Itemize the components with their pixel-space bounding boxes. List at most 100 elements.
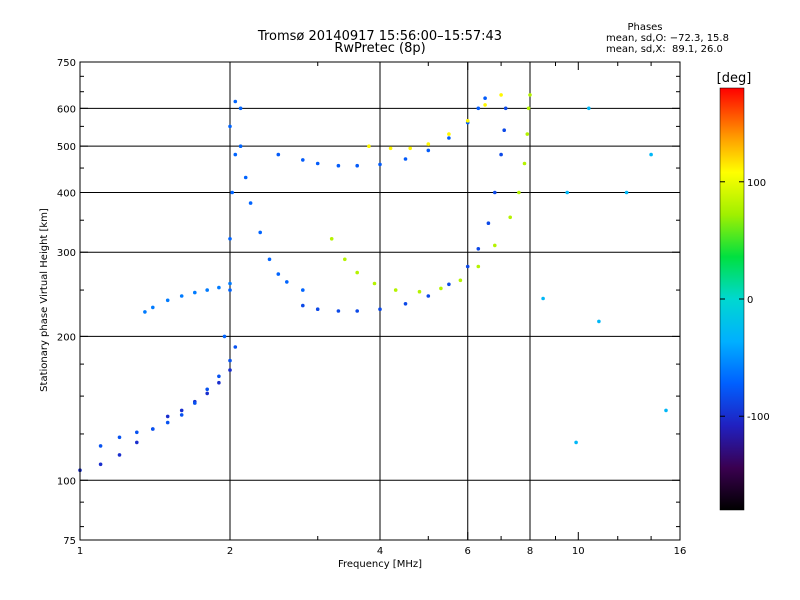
data-point [367,144,371,148]
data-point [301,158,305,162]
data-point [403,157,408,161]
data-point [541,296,545,301]
data-point [233,345,238,349]
data-point [222,334,227,339]
data-point [228,237,232,241]
data-point [403,302,408,306]
data-point [276,152,281,157]
data-point [408,146,413,151]
data-point [179,294,184,298]
x-tick-label: 6 [465,546,471,557]
data-point [193,290,197,295]
data-point [165,298,170,303]
data-point [503,106,508,111]
data-point [483,96,487,100]
data-point [502,128,507,132]
data-point [499,93,503,97]
data-point [336,163,341,168]
colorbar-tick-label: 0 [747,295,753,306]
data-point [528,93,532,97]
x-tick-label: 1 [77,546,83,557]
x-tick-label: 16 [674,546,687,557]
data-point [285,280,289,284]
data-point [493,243,497,248]
data-point [98,444,103,448]
colorbar-label: [deg] [717,71,752,86]
data-point [336,309,341,313]
data-point [267,257,272,262]
data-point [426,142,431,146]
chart-subtitle: RwPretec (8p) [334,41,426,56]
data-point [465,119,470,123]
data-point [238,106,243,111]
data-point [417,289,422,294]
data-point [205,387,209,392]
stats-x-line: mean, sd,X: 89.1, 26.0 [606,44,723,55]
grid-lines [80,62,680,540]
y-tick-label: 200 [57,332,76,343]
y-tick-label: 75 [63,536,76,547]
data-point [135,430,139,435]
data-point [217,380,221,385]
data-point [243,175,248,180]
colorbar-tick-label: -100 [747,412,770,423]
y-tick-label: 750 [57,58,76,69]
data-point [258,230,263,235]
data-point [98,462,103,467]
data-point [193,401,197,405]
data-point [522,161,527,166]
data-point [276,272,281,276]
data-point [574,440,578,445]
data-point [587,106,591,111]
data-point [151,305,155,310]
data-point [179,413,184,417]
data-point [447,282,451,287]
x-tick-label: 10 [572,546,585,557]
data-point [426,148,431,153]
data-point [447,136,451,140]
y-tick-label: 400 [57,188,76,199]
data-point [205,391,209,396]
data-point [228,368,232,372]
data-point [143,310,147,314]
data-point [151,427,155,431]
data-point [649,152,653,157]
data-point [230,190,234,195]
stats-o-line: mean, sd,O: −72.3, 15.8 [606,33,729,44]
data-point [458,278,463,283]
data-point [624,190,629,195]
data-point [248,201,253,205]
data-point [426,294,431,298]
data-point [165,420,170,425]
data-point [476,106,481,111]
data-point [447,132,451,136]
y-axis: 75 100 200 300 400 500 600 750 [57,58,680,547]
x-axis: 1 2 4 6 8 10 16 [77,62,687,557]
data-point [493,190,497,195]
data-point [525,132,530,136]
data-point [486,221,491,225]
data-point [517,190,521,195]
data-point [483,103,487,107]
data-point [205,288,209,292]
data-point [499,152,503,157]
data-point [217,285,221,290]
data-point [329,237,334,241]
data-point [165,414,170,419]
data-point [476,247,481,251]
data-point [217,374,221,379]
data-point [508,215,512,220]
x-tick-label: 2 [227,546,233,557]
data-point [315,307,320,312]
data-point [355,270,360,275]
colorbar-ticks: 100 0 -100 [720,178,770,423]
y-tick-label: 300 [57,248,76,259]
data-point [526,106,531,111]
data-points [78,93,668,473]
data-point [378,162,382,167]
data-point [597,319,601,324]
data-point [117,453,122,457]
data-point [378,307,382,312]
data-point [565,190,569,195]
